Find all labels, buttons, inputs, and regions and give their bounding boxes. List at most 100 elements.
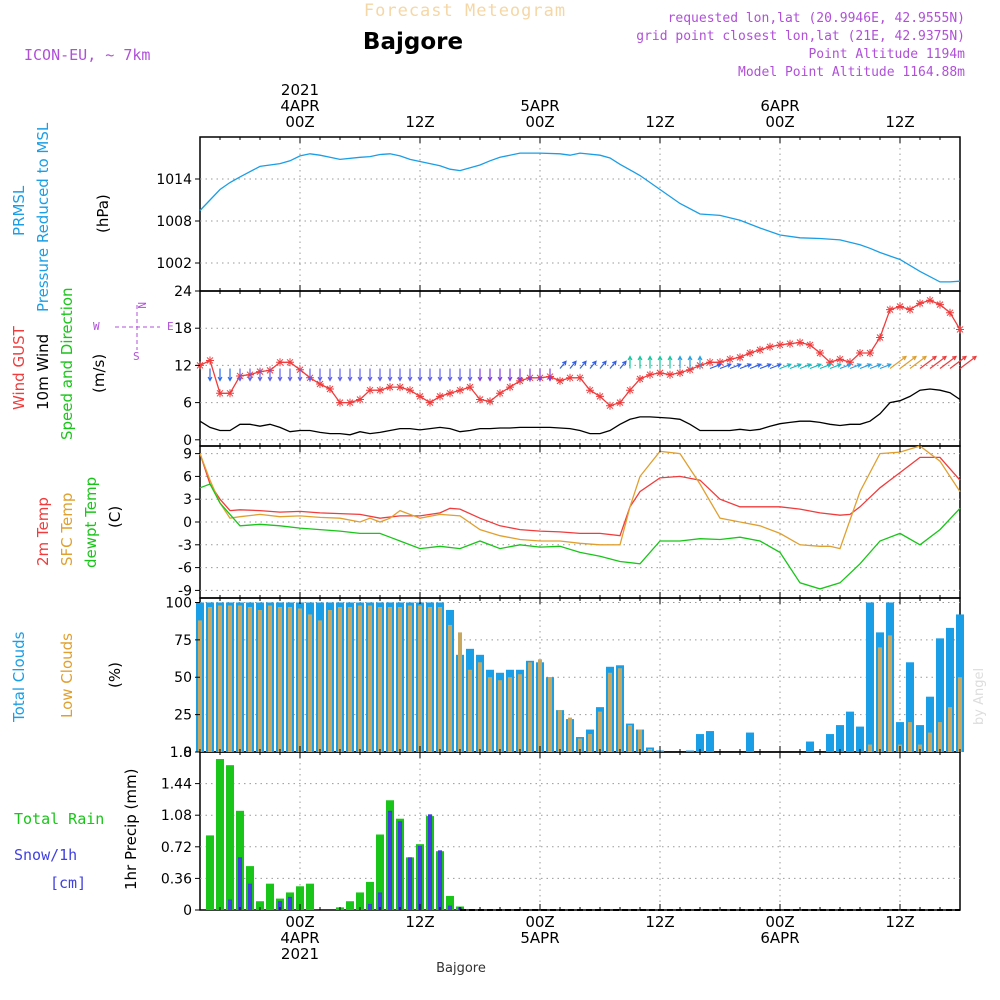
- total-cloud-bar: [846, 711, 854, 752]
- wind-direction-arrow: [537, 368, 543, 382]
- low-cloud-bar: [628, 725, 632, 752]
- bottom-time-label: 12Z: [645, 913, 674, 931]
- wind-direction-arrow: [829, 363, 842, 370]
- precip-label-1: Total Rain: [14, 810, 104, 828]
- low-cloud-bar: [528, 662, 532, 752]
- gust-point: [596, 392, 604, 401]
- gust-point: [936, 300, 944, 309]
- gust-point: [436, 392, 444, 401]
- gust-point: [356, 395, 364, 404]
- wind-direction-arrow: [949, 355, 968, 369]
- low-cloud-bar: [418, 605, 422, 752]
- temp-ytick-label: 6: [183, 469, 192, 485]
- gust-point: [816, 349, 824, 357]
- top-time-label: 00Z: [525, 113, 554, 131]
- top-time-label: 6APR: [760, 97, 799, 115]
- low-cloud-bar: [288, 606, 292, 752]
- top-time-label: 4APR: [280, 97, 319, 115]
- wind-direction-arrow: [599, 360, 607, 369]
- wind-direction-arrow: [327, 368, 333, 382]
- gust-point: [926, 296, 934, 305]
- wind-direction-arrow: [627, 355, 633, 369]
- total-cloud-bar: [806, 741, 814, 752]
- wind-direction-arrow: [257, 368, 263, 382]
- low-cloud-bar: [618, 668, 622, 752]
- temp-unit: (C): [106, 506, 124, 528]
- wind-direction-arrow: [929, 355, 948, 369]
- pressure-label-2: Pressure Reduced to MSL: [34, 122, 52, 312]
- gust-point: [606, 401, 614, 410]
- low-cloud-bar: [568, 717, 572, 752]
- snow-bar: [238, 857, 242, 910]
- pressure-line: [199, 152, 961, 283]
- credit-watermark: by Angel: [972, 668, 987, 725]
- gust-point: [476, 395, 484, 404]
- low-cloud-bar: [578, 738, 582, 752]
- low-cloud-bar: [548, 677, 552, 752]
- wind-direction-arrow: [619, 360, 627, 369]
- series-layer: [196, 152, 978, 911]
- wind-direction-arrow: [477, 368, 483, 382]
- total-cloud-bar: [706, 731, 714, 752]
- wind-ytick-label: 12: [174, 358, 192, 374]
- gust-point: [226, 389, 234, 398]
- low-cloud-bar: [308, 614, 312, 752]
- wind-direction-arrow: [357, 368, 363, 382]
- low-cloud-bar: [468, 669, 472, 752]
- wind-direction-arrow: [869, 363, 882, 370]
- gust-point: [496, 389, 504, 398]
- rain-bar: [366, 881, 374, 910]
- grid-coords: grid point closest lon,lat (21E, 42.9375…: [636, 29, 965, 44]
- rain-bar: [266, 883, 274, 910]
- gust-point: [846, 358, 854, 367]
- precip-label-3: [cm]: [50, 874, 86, 892]
- gust-point: [646, 370, 654, 379]
- wind-direction-arrow: [227, 368, 233, 382]
- total-cloud-bar: [746, 732, 754, 752]
- wind-direction-arrow: [687, 355, 693, 369]
- wind-direction-arrow: [839, 363, 852, 370]
- pressure-label-1: PRMSL: [10, 185, 28, 236]
- low-cloud-bar: [638, 729, 642, 752]
- gust-point: [946, 308, 954, 317]
- snow-bar: [448, 905, 452, 910]
- wind-direction-arrow: [397, 368, 403, 382]
- precip-ytick-label: 1.44: [161, 777, 192, 793]
- wind-direction-arrow: [789, 363, 802, 370]
- cloud-label-2: Low Clouds: [58, 633, 76, 718]
- gust-point: [876, 333, 884, 342]
- gust-point: [276, 358, 284, 367]
- gust-point: [466, 383, 474, 392]
- snow-bar: [288, 896, 292, 910]
- gust-point: [616, 398, 624, 407]
- pressure-ytick-label: 1014: [156, 172, 192, 188]
- wind-direction-arrow: [729, 363, 742, 370]
- panel-frames: [199, 136, 961, 911]
- temp-label-2: SFC Temp: [58, 493, 76, 566]
- wind-direction-arrow: [677, 355, 683, 369]
- gust-point: [836, 355, 844, 364]
- low-cloud-bar: [298, 608, 302, 752]
- rain-bar: [306, 883, 314, 910]
- gust-point: [326, 384, 334, 393]
- bottom-time-label: 4APR: [280, 929, 319, 947]
- low-cloud-bar: [278, 606, 282, 752]
- wind-direction-arrow: [467, 368, 473, 382]
- wind-direction-arrow: [437, 368, 443, 382]
- gust-point: [636, 375, 644, 384]
- top-time-label: 12Z: [645, 113, 674, 131]
- gust-point: [506, 383, 514, 392]
- wind-direction-arrow: [589, 360, 597, 369]
- point-altitude: Point Altitude 1194m: [808, 47, 965, 62]
- low-cloud-bar: [218, 605, 222, 752]
- temp-ytick-label: 3: [183, 492, 192, 508]
- low-cloud-bar: [268, 605, 272, 752]
- wind-direction-arrow: [347, 368, 353, 382]
- total-cloud-bar: [916, 725, 924, 752]
- total-cloud-bar: [826, 734, 834, 752]
- wind-direction-arrow: [919, 355, 938, 369]
- low-cloud-bar: [958, 677, 962, 752]
- gust-point: [346, 398, 354, 407]
- low-cloud-bar: [928, 732, 932, 752]
